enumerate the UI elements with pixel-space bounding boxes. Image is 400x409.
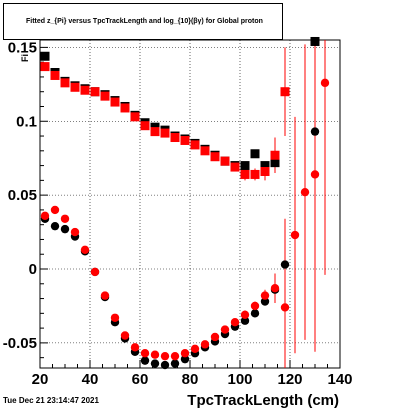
circle-marker [170,359,180,368]
square-marker [60,78,70,88]
circle-marker [280,303,290,312]
square-marker [170,133,180,143]
circle-marker [110,313,120,322]
chart-title-box: Fitted z_{Pi} versus TpcTrackLength and … [3,3,283,40]
circle-marker [240,316,250,325]
circle-marker [260,291,270,300]
circle-marker [90,267,100,277]
y-tick-label: -0.05 [3,335,37,352]
square-marker [80,85,90,95]
square-marker [250,169,260,179]
x-tick-label: 40 [82,371,99,388]
circle-marker [80,245,90,255]
square-marker [240,169,250,179]
circle-marker [150,359,160,368]
data-points [40,36,330,370]
circle-marker [60,224,70,234]
x-tick-label: 20 [32,371,49,388]
circle-marker [130,343,140,352]
circle-marker [160,351,170,361]
square-marker [200,146,210,156]
square-marker [270,158,280,168]
y-tick-label: 0.05 [8,187,37,204]
square-marker [140,121,150,131]
circle-marker [120,331,130,340]
circle-marker [140,349,150,358]
circle-marker [200,340,210,349]
square-marker [270,150,280,160]
square-marker [150,127,160,137]
circle-marker [220,325,230,334]
square-marker [210,152,220,162]
square-marker [90,87,100,97]
circle-marker [60,214,70,223]
x-tick-label: 80 [182,371,199,388]
x-axis-label: TpcTrackLength (cm) [187,392,339,409]
circle-marker [50,205,60,215]
square-marker [120,103,130,113]
circle-marker [310,170,320,179]
square-marker [130,112,140,122]
chart-title: Fitted z_{Pi} versus TpcTrackLength and … [26,18,263,25]
circle-marker [100,291,110,300]
timestamp: Tue Dec 21 23:14:47 2021 [3,396,99,405]
circle-marker [250,309,260,318]
circle-marker [240,310,250,320]
circle-marker [170,351,180,361]
circle-marker [310,127,320,136]
circle-marker [190,344,200,353]
square-marker [50,70,60,80]
square-marker [160,128,170,138]
y-axis-label-fragment: Fi [20,54,30,62]
circle-marker [250,301,260,311]
square-marker [280,87,290,97]
square-marker [220,156,230,166]
square-marker [230,162,240,172]
x-tick-label: 100 [227,371,252,388]
tick-labels: 20 40 60 80 100 120 140 -0.05 0 0.05 0.1 0.15 [3,39,353,388]
circle-marker [290,230,300,240]
circle-marker [180,354,190,364]
circle-marker [50,221,60,231]
square-marker [240,161,250,171]
circle-marker [160,360,170,370]
circle-marker [260,297,270,306]
circle-marker [150,350,160,359]
square-marker [70,82,80,92]
circle-marker [210,332,220,342]
circle-marker [280,260,290,269]
y-tick-label: 0 [29,261,37,278]
circle-marker [140,356,150,365]
circle-marker [300,187,310,197]
square-marker [260,166,270,176]
square-marker [100,91,110,101]
square-marker [40,51,50,61]
circle-marker [320,78,330,88]
square-marker [110,97,120,107]
circle-marker [230,317,240,327]
x-tick-label: 140 [327,371,352,388]
x-tick-label: 120 [277,371,302,388]
square-marker [260,161,270,171]
square-marker [190,140,200,150]
circle-marker [270,284,280,293]
y-tick-label: 0.15 [8,39,37,56]
square-marker [250,149,260,159]
square-marker [310,36,320,46]
square-marker [180,135,190,145]
circle-marker [180,349,190,358]
x-tick-label: 60 [132,371,149,388]
circle-marker [70,227,80,237]
y-tick-label: 0.1 [16,113,37,130]
square-marker [40,62,50,72]
circle-marker [40,211,50,221]
